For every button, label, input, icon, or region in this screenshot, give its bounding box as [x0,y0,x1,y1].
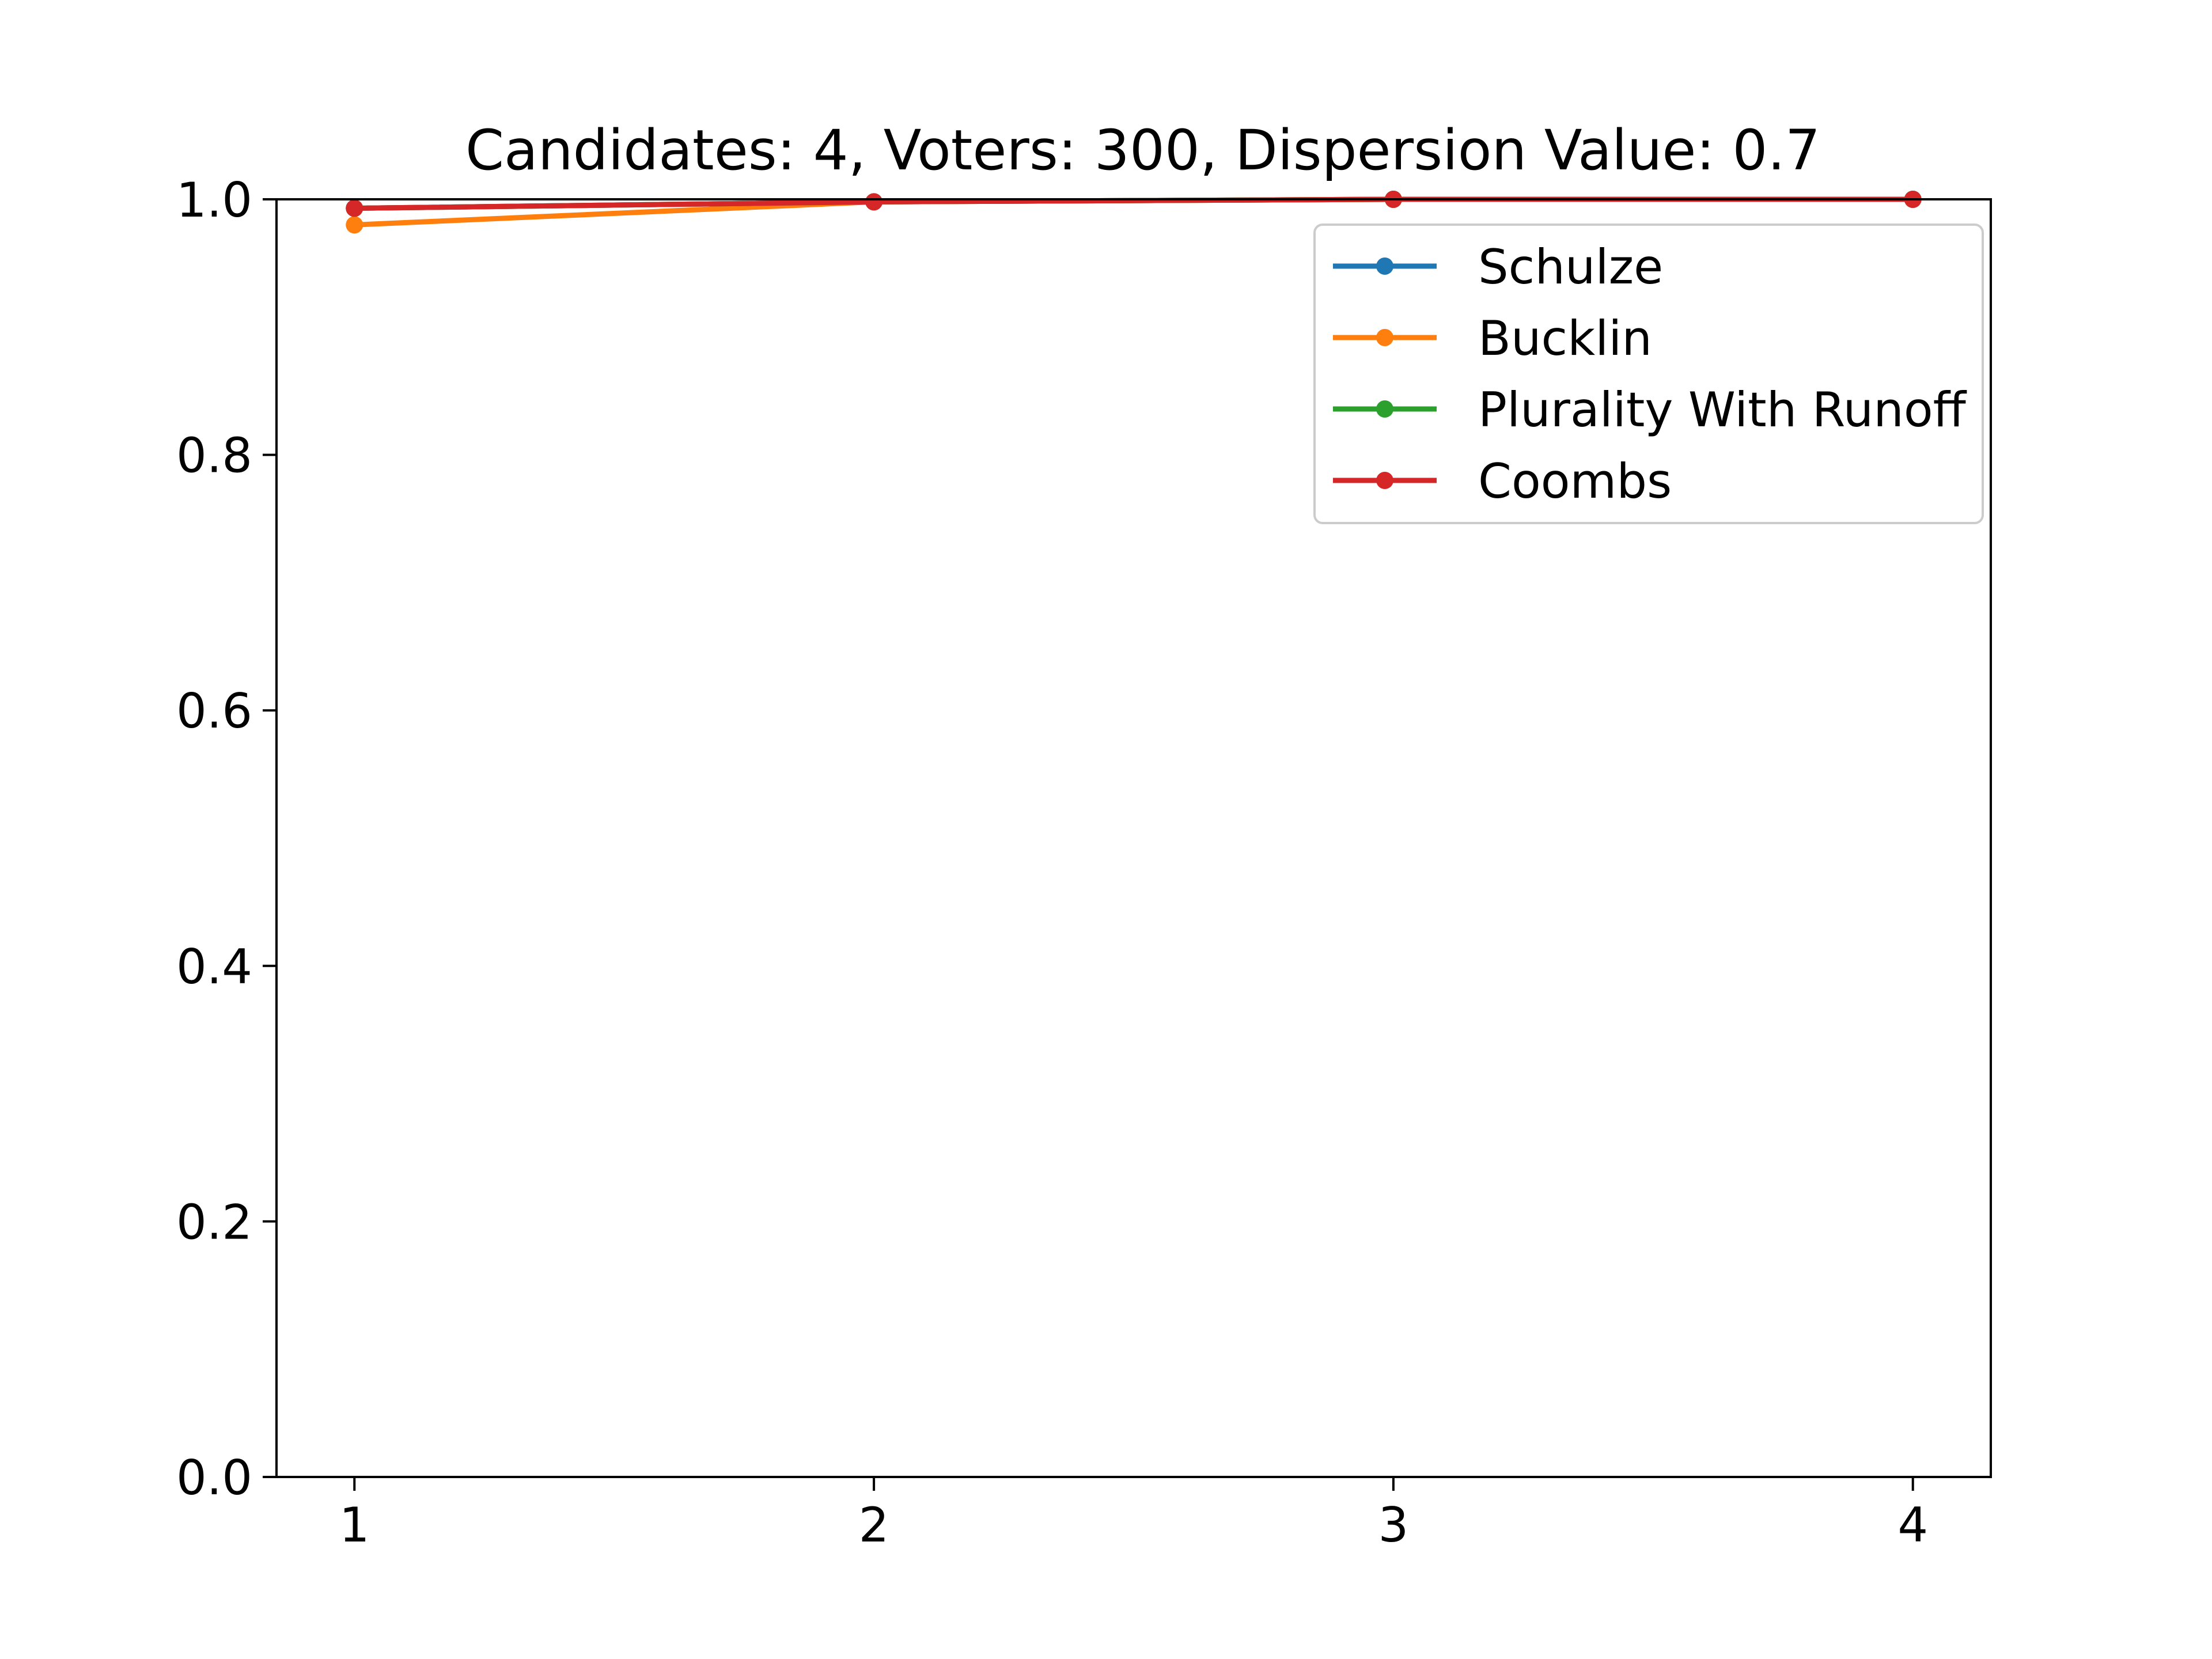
x-tick-label: 3 [1378,1497,1409,1553]
x-axis: 1 2 3 4 [339,1477,1928,1553]
legend-entry: Bucklin [1333,310,1652,366]
legend-entry: Plurality With Runoff [1333,382,1967,438]
data-point [865,193,883,211]
legend-entry: Schulze [1333,239,1663,295]
y-tick-label: 0.2 [176,1194,252,1250]
y-axis: 0.0 0.2 0.4 0.6 0.8 1.0 [176,172,276,1506]
legend-label: Plurality With Runoff [1478,382,1967,438]
legend-label: Bucklin [1478,310,1652,366]
data-point [346,216,363,234]
legend-marker [1376,257,1393,275]
chart-title: Candidates: 4, Voters: 300, Dispersion V… [465,118,1820,183]
legend: Schulze Bucklin Plurality With Runoff Coomb… [1313,224,1984,524]
y-tick-label: 0.0 [176,1450,252,1506]
legend-box [1313,224,1984,524]
x-tick-label: 2 [859,1497,889,1553]
plot-frame [275,198,1992,1478]
y-tick-label: 0.4 [176,939,252,995]
legend-marker [1376,400,1393,418]
legend-marker [1376,472,1393,489]
data-point [346,199,363,217]
y-tick-label: 0.6 [176,683,252,739]
y-tick-label: 0.8 [176,428,252,484]
legend-marker [1376,329,1393,346]
legend-label: Coombs [1478,453,1672,509]
x-tick-label: 1 [339,1497,370,1553]
x-tick-label: 4 [1897,1497,1928,1553]
legend-entry: Coombs [1333,453,1672,509]
y-tick-label: 1.0 [176,172,252,228]
legend-label: Schulze [1478,239,1663,295]
